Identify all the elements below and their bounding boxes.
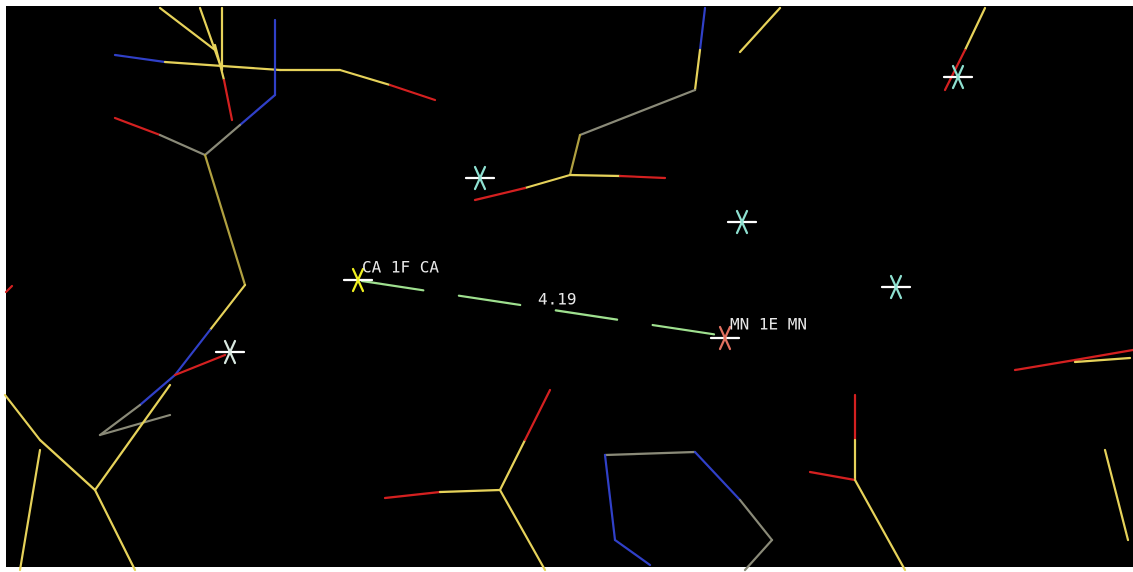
bond xyxy=(388,83,437,102)
bond xyxy=(738,6,782,54)
bond xyxy=(743,538,774,572)
bond xyxy=(138,373,177,407)
bond xyxy=(498,438,527,492)
atom-marker xyxy=(735,209,749,235)
bond xyxy=(158,133,207,157)
atom-label: CA 1F CA xyxy=(362,258,439,277)
bond xyxy=(208,283,247,332)
bond xyxy=(613,538,652,567)
bond xyxy=(568,133,582,177)
bond xyxy=(523,173,572,190)
bond xyxy=(693,48,702,92)
bond xyxy=(383,490,442,500)
bond xyxy=(173,353,227,377)
atoms xyxy=(214,64,974,365)
atom-marker xyxy=(718,325,732,351)
bond xyxy=(203,123,242,157)
atom-marker xyxy=(351,267,365,293)
bond xyxy=(93,488,137,572)
bond xyxy=(1073,356,1132,364)
bond xyxy=(173,328,212,377)
bond xyxy=(698,6,707,52)
atom-marker xyxy=(951,64,965,90)
bond xyxy=(523,388,552,442)
bond xyxy=(738,498,774,542)
bond xyxy=(4,284,14,294)
bond xyxy=(693,450,742,502)
bond xyxy=(963,6,987,52)
bond xyxy=(213,43,226,82)
bond xyxy=(1103,448,1130,542)
bond xyxy=(578,88,697,137)
atom-marker xyxy=(889,274,903,300)
atom-marker xyxy=(223,339,237,365)
bond xyxy=(98,413,172,437)
atom-marker xyxy=(473,165,487,191)
bond xyxy=(113,53,167,64)
bond xyxy=(98,403,142,437)
bond xyxy=(438,488,502,494)
bond xyxy=(603,453,617,542)
distance-line xyxy=(360,279,727,338)
bond xyxy=(3,393,42,442)
bond xyxy=(1073,348,1133,362)
bond xyxy=(1013,358,1077,372)
bond xyxy=(18,448,42,572)
bond xyxy=(603,450,697,457)
bond xyxy=(853,478,907,572)
bond xyxy=(618,174,667,180)
bond xyxy=(808,470,857,482)
bond xyxy=(498,488,547,572)
viewport xyxy=(6,6,1133,567)
bonds xyxy=(3,6,1133,572)
bond xyxy=(473,186,527,202)
bond xyxy=(93,383,172,492)
atom-label: MN 1E MN xyxy=(730,315,807,334)
bond xyxy=(338,68,392,87)
bond xyxy=(568,173,622,178)
bond xyxy=(238,93,277,127)
bond xyxy=(158,6,217,52)
bond xyxy=(163,60,282,72)
bond xyxy=(38,438,97,492)
bond xyxy=(203,153,247,287)
bond xyxy=(113,116,162,137)
bond xyxy=(222,78,234,122)
distance-label: 4.19 xyxy=(538,290,577,309)
